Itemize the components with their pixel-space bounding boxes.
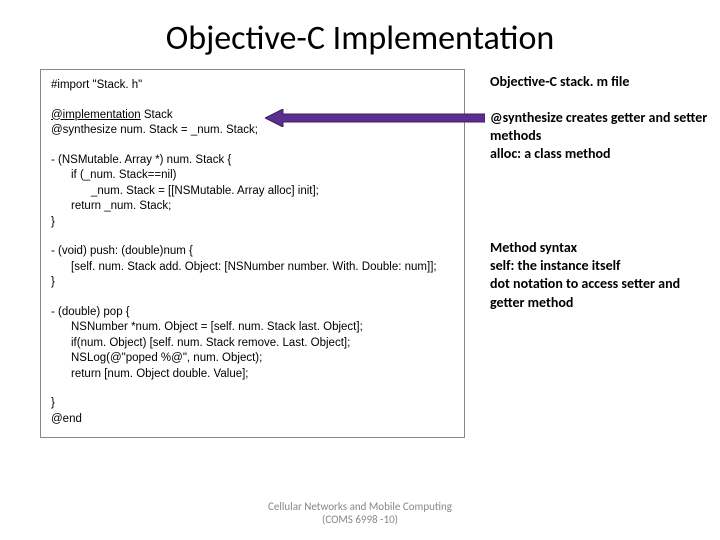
- slide-title: Objective-C Implementation: [0, 0, 720, 69]
- code-line: #import "Stack. h": [51, 78, 454, 94]
- bold-text: self: the instance itself: [490, 257, 621, 274]
- code-line: if (_num. Stack==nil): [51, 168, 454, 184]
- blank-line: [51, 139, 454, 153]
- code-line: NSNumber *num. Object = [self. num. Stac…: [51, 320, 454, 336]
- code-line: NSLog(@"poped %@", num. Object);: [51, 351, 454, 367]
- code-line: [self. num. Stack add. Object: [NSNumber…: [51, 260, 454, 276]
- blank-line: [51, 382, 454, 396]
- code-line: _num. Stack = [[NSMutable. Array alloc] …: [51, 184, 454, 200]
- bold-text: Method syntax: [490, 239, 577, 256]
- blank-line: [51, 230, 454, 244]
- footer: Cellular Networks and Mobile Computing (…: [0, 500, 720, 526]
- footer-line: Cellular Networks and Mobile Computing: [0, 500, 720, 513]
- code-line: - (NSMutable. Array *) num. Stack {: [51, 153, 454, 169]
- code-line: if(num. Object) [self. num. Stack remove…: [51, 336, 454, 352]
- code-line: return [num. Object double. Value];: [51, 367, 454, 383]
- blank-line: [51, 94, 454, 108]
- code-line: @end: [51, 412, 454, 428]
- code-line: }: [51, 396, 454, 412]
- note-synthesize: @synthesize creates getter and setter me…: [490, 109, 715, 164]
- bold-text: alloc: a class method: [490, 145, 611, 162]
- bold-text: @synthesize: [490, 109, 566, 126]
- code-line: - (void) push: (double)num {: [51, 244, 454, 260]
- content-area: #import "Stack. h" @implementation Stack…: [0, 69, 720, 438]
- note-filename: Objective-C stack. m file: [490, 73, 629, 90]
- footer-line: (COMS 6998 -10): [0, 513, 720, 526]
- code-line: }: [51, 215, 454, 231]
- code-line: @implementation Stack: [51, 108, 454, 124]
- bold-text: dot notation to access setter and getter…: [490, 275, 680, 310]
- code-line: - (double) pop {: [51, 305, 454, 321]
- code-line: @synthesize num. Stack = _num. Stack;: [51, 123, 454, 139]
- code-line: }: [51, 275, 454, 291]
- underline: @implementation: [51, 109, 141, 121]
- code-box: #import "Stack. h" @implementation Stack…: [40, 69, 465, 438]
- code-line: return _num. Stack;: [51, 199, 454, 215]
- blank-line: [51, 291, 454, 305]
- code-text: Stack: [141, 109, 173, 121]
- note-method: Method syntax self: the instance itself …: [490, 239, 715, 312]
